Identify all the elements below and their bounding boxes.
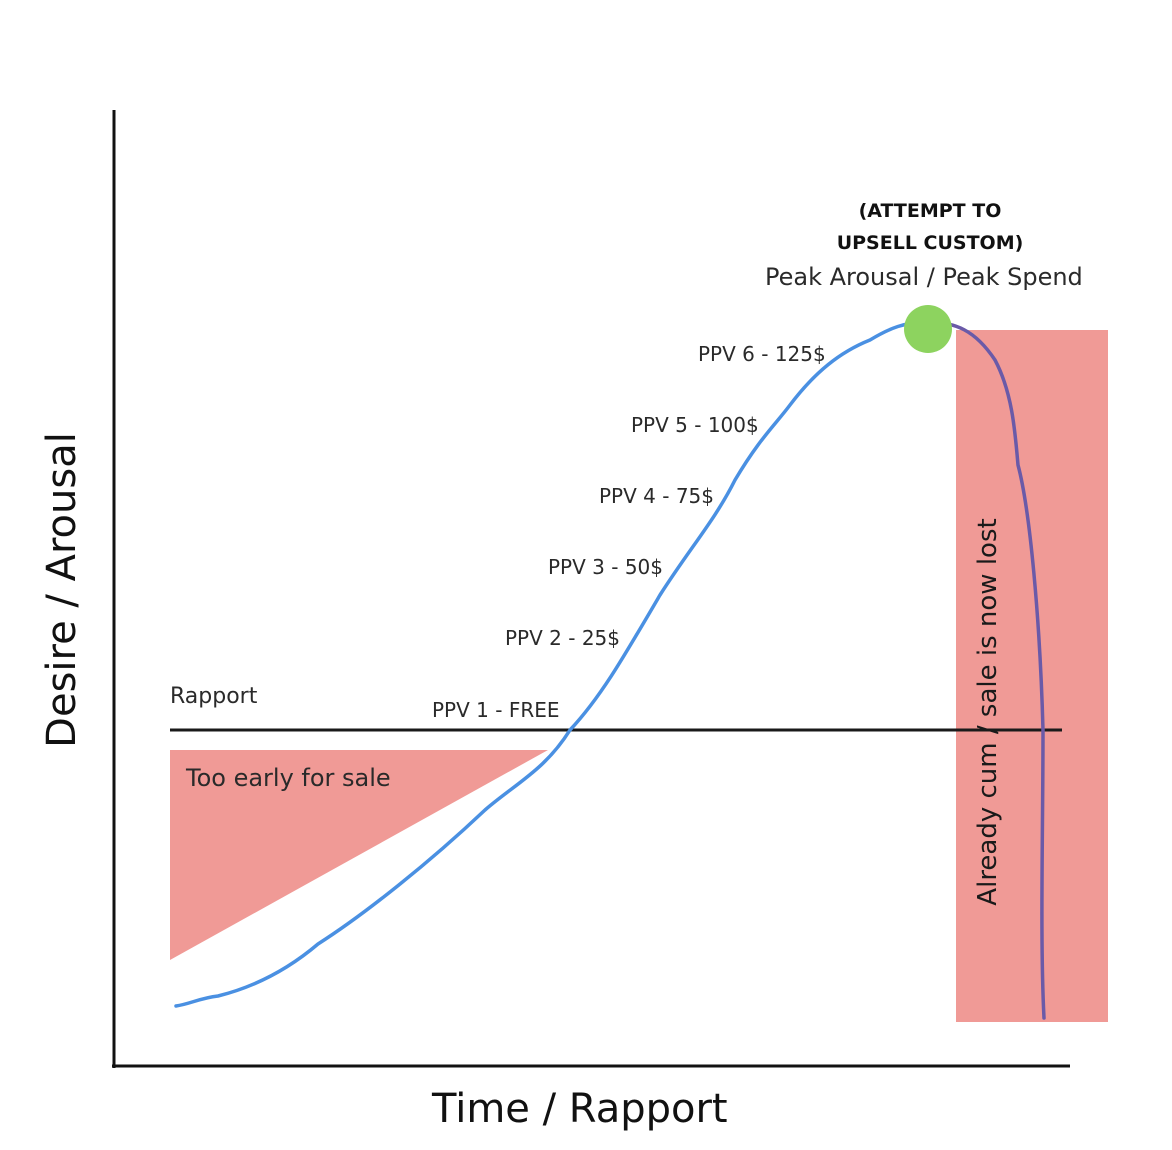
ppv-step-label: PPV 3 - 50$: [548, 555, 663, 579]
ppv-step-label: PPV 2 - 25$: [505, 626, 620, 650]
sale-lost-zone: [956, 330, 1108, 1022]
ppv-step-label: PPV 4 - 75$: [599, 484, 714, 508]
too-early-zone: [170, 750, 548, 960]
peak-label: Peak Arousal / Peak Spend: [765, 263, 1083, 291]
arousal-curve-rise: [174, 320, 930, 1008]
y-axis-label: Desire / Arousal: [39, 432, 85, 748]
upsell-note: (ATTEMPT TO UPSELL CUSTOM): [837, 195, 1024, 259]
sale-lost-label: Already cum / sale is now lost: [973, 518, 1003, 906]
rapport-label: Rapport: [170, 684, 258, 709]
upsell-note-line1: (ATTEMPT TO: [858, 200, 1002, 222]
ppv-step-label: PPV 6 - 125$: [698, 342, 826, 366]
peak-marker: [904, 305, 952, 353]
ppv-step-label: PPV 1 - FREE: [432, 698, 560, 722]
x-axis-label: Time / Rapport: [432, 1086, 728, 1132]
too-early-label: Too early for sale: [186, 764, 391, 792]
ppv-step-label: PPV 5 - 100$: [631, 413, 759, 437]
upsell-note-line2: UPSELL CUSTOM): [836, 232, 1024, 254]
arousal-curve-drop: [926, 320, 1046, 1020]
